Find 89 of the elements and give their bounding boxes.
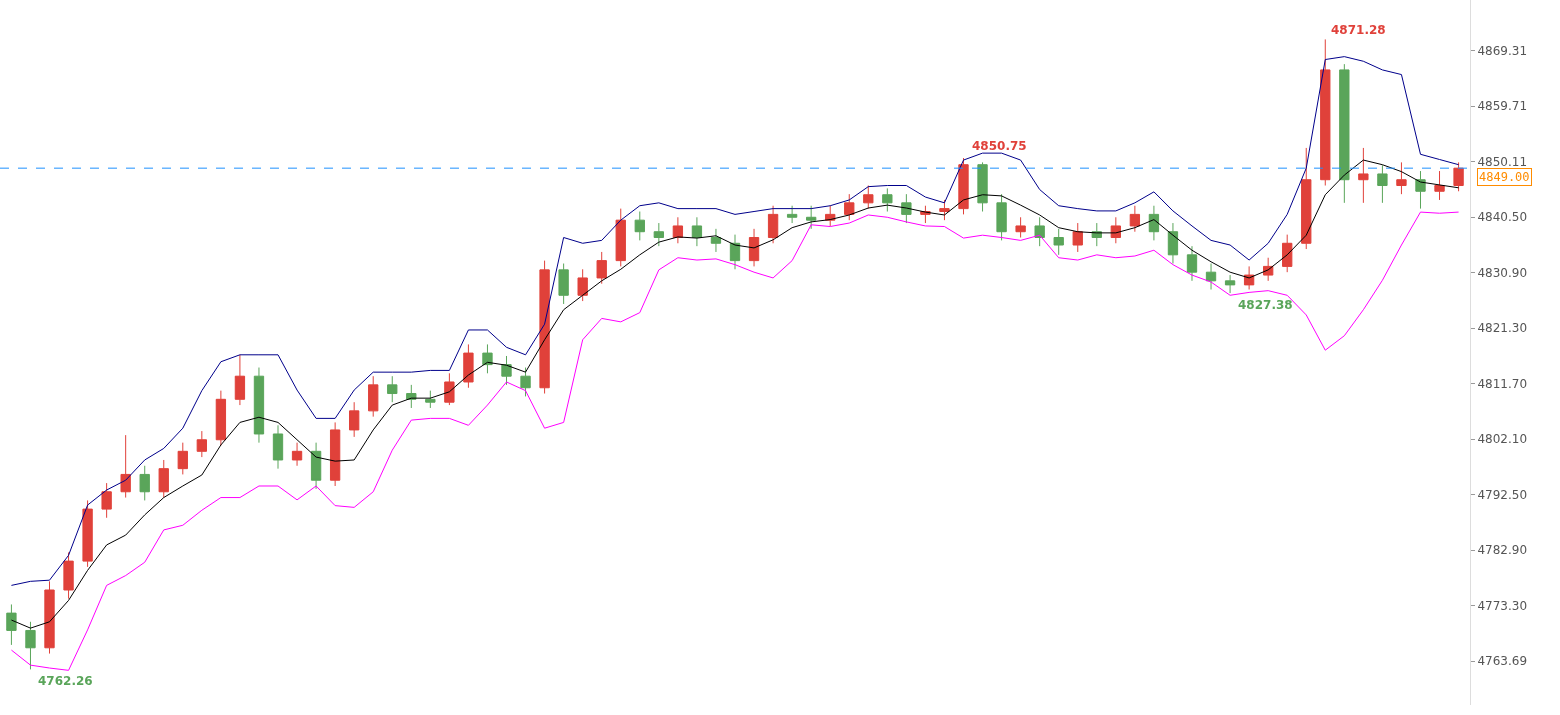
y-tick-label: 4763.69 bbox=[1477, 654, 1528, 669]
candlestick bbox=[577, 268, 588, 302]
candlestick bbox=[729, 234, 741, 270]
candlestick bbox=[1377, 164, 1388, 204]
candlestick bbox=[291, 442, 303, 467]
candlestick bbox=[310, 442, 322, 490]
candlestick bbox=[558, 263, 569, 305]
candlestick bbox=[329, 421, 341, 487]
candlestick bbox=[63, 551, 74, 600]
candlestick bbox=[901, 193, 912, 224]
candlestick bbox=[120, 434, 131, 499]
annotation: 4827.38 bbox=[1238, 298, 1293, 312]
y-tick-label: 4830.90 bbox=[1477, 265, 1528, 280]
candlestick bbox=[1434, 170, 1445, 201]
candlestick bbox=[1034, 216, 1045, 247]
y-tick-label: 4792.50 bbox=[1477, 487, 1528, 502]
candlestick bbox=[1415, 170, 1426, 210]
candlestick bbox=[1358, 147, 1369, 204]
candlestick bbox=[958, 157, 969, 215]
candlestick bbox=[806, 205, 817, 230]
candlestick bbox=[482, 343, 493, 374]
candlestick bbox=[1186, 245, 1198, 282]
y-tick-label: 4840.50 bbox=[1477, 210, 1528, 225]
candlestick bbox=[501, 355, 512, 386]
annotation: 4762.26 bbox=[38, 674, 93, 688]
candlestick bbox=[1396, 161, 1407, 195]
candlestick bbox=[1129, 205, 1141, 233]
candlestick bbox=[882, 187, 893, 212]
y-tick-label: 4802.10 bbox=[1477, 432, 1528, 447]
y-tick-label: 4773.30 bbox=[1477, 598, 1528, 613]
candlestick bbox=[634, 211, 645, 241]
y-tick-label: 4859.71 bbox=[1477, 99, 1528, 114]
candlestick bbox=[1053, 228, 1064, 256]
candlestick bbox=[596, 251, 607, 285]
candlestick bbox=[44, 580, 55, 655]
candlestick bbox=[1224, 274, 1236, 294]
candlestick bbox=[139, 465, 150, 501]
candlestick bbox=[939, 199, 950, 221]
y-tick-label: 4782.90 bbox=[1477, 543, 1528, 558]
candlestick bbox=[253, 367, 265, 444]
candlestick bbox=[615, 208, 626, 267]
line-series bbox=[10, 56, 1460, 586]
candlestick bbox=[1015, 216, 1026, 238]
candlestick bbox=[463, 343, 474, 389]
candlestick bbox=[272, 424, 284, 470]
candlestick bbox=[215, 390, 227, 447]
candlestick bbox=[1301, 147, 1312, 250]
candlestick bbox=[82, 499, 93, 568]
candlestick bbox=[177, 442, 188, 475]
candlestick bbox=[196, 430, 207, 458]
candlestick bbox=[158, 459, 169, 499]
candlestick bbox=[691, 216, 703, 247]
candlestick bbox=[844, 193, 855, 221]
candlestick bbox=[520, 367, 531, 397]
line-series bbox=[10, 159, 1460, 629]
annotation: 4850.75 bbox=[972, 139, 1027, 153]
candlestick bbox=[387, 375, 398, 403]
candlestick bbox=[101, 482, 112, 519]
candlestick bbox=[539, 260, 550, 395]
candlestick bbox=[996, 193, 1007, 241]
y-tick-label: 4850.11 bbox=[1477, 154, 1528, 169]
candlestick bbox=[1148, 205, 1160, 241]
candlestick bbox=[444, 372, 455, 406]
candlestick bbox=[767, 205, 779, 244]
y-tick-label: 4869.31 bbox=[1477, 43, 1528, 58]
candlestick bbox=[1282, 234, 1293, 273]
candlestick bbox=[1339, 63, 1350, 204]
candlestick bbox=[349, 401, 360, 438]
candlestick bbox=[748, 228, 760, 267]
candlestick bbox=[653, 222, 664, 247]
line-series bbox=[10, 211, 1460, 671]
annotation: 4871.28 bbox=[1331, 23, 1386, 37]
candlestick bbox=[6, 603, 17, 646]
candlestick bbox=[425, 390, 436, 409]
candlestick bbox=[1453, 161, 1464, 192]
candlestick bbox=[25, 621, 36, 670]
y-tick-label: 4811.70 bbox=[1477, 376, 1528, 391]
candlestick bbox=[710, 228, 722, 253]
candlestick bbox=[1320, 38, 1331, 186]
ref-line-label: 4849.00 bbox=[1479, 170, 1530, 184]
candlestick bbox=[1205, 263, 1217, 291]
candlestick bbox=[977, 161, 988, 212]
candlestick bbox=[786, 205, 798, 224]
candlestick bbox=[368, 375, 379, 418]
candlestick bbox=[1167, 222, 1179, 265]
candlestick bbox=[1072, 222, 1083, 253]
candlestick bbox=[863, 185, 874, 210]
candlestick bbox=[234, 354, 246, 406]
y-tick-label: 4821.30 bbox=[1477, 321, 1528, 336]
